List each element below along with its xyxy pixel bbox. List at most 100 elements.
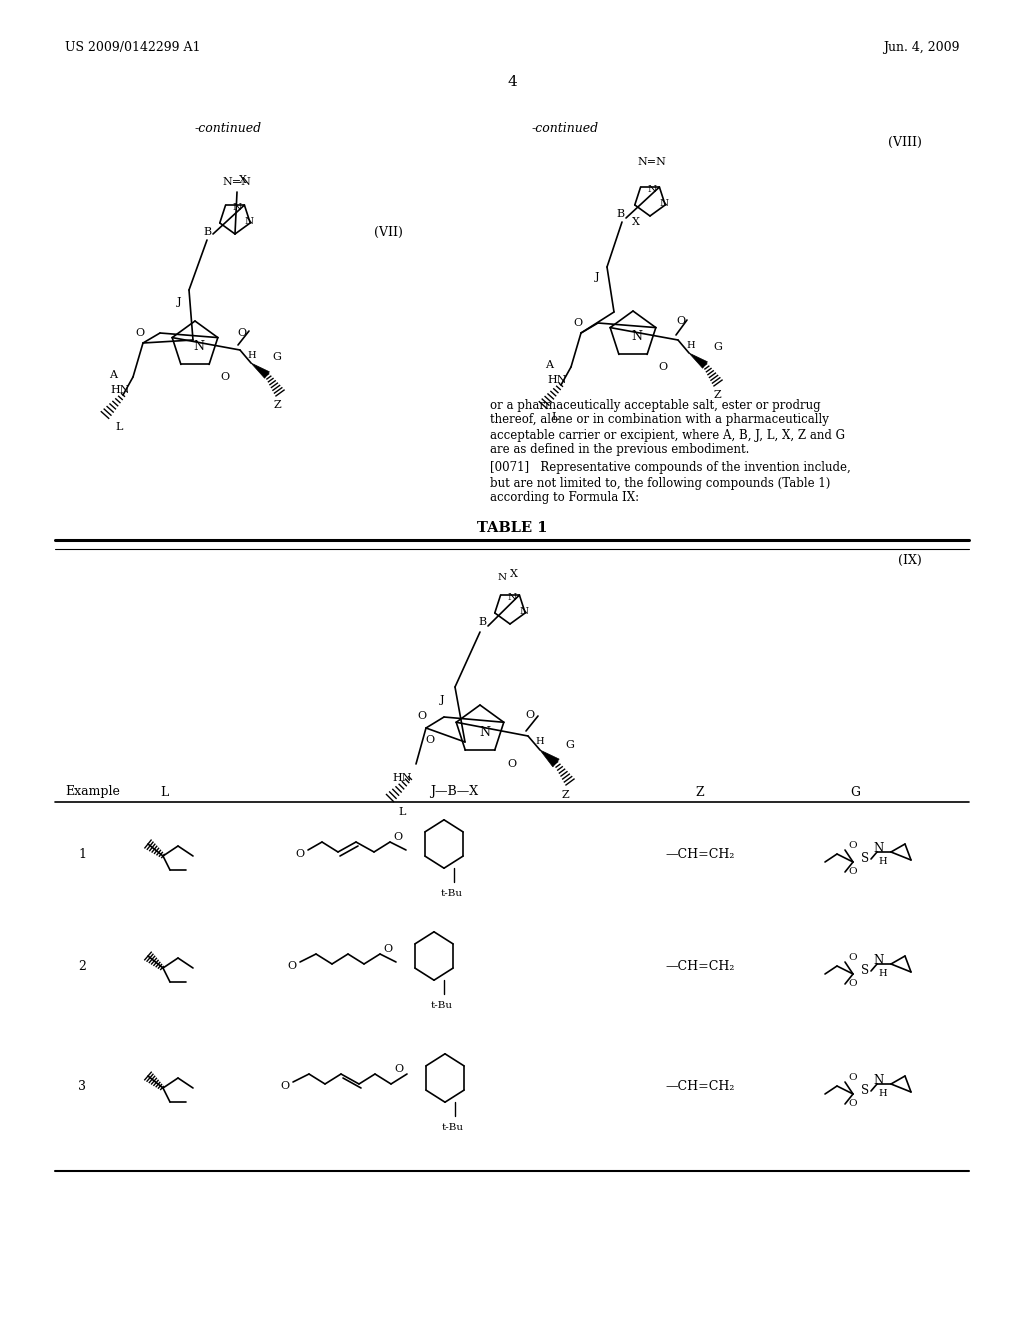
Text: X: X xyxy=(510,569,518,579)
Text: N: N xyxy=(508,594,516,602)
Text: [0071]   Representative compounds of the invention include,: [0071] Representative compounds of the i… xyxy=(490,462,851,474)
Text: N: N xyxy=(873,842,884,855)
Text: L: L xyxy=(160,785,168,799)
Text: S: S xyxy=(861,853,869,866)
Text: N: N xyxy=(632,330,642,343)
Text: G: G xyxy=(714,342,723,352)
Text: Z: Z xyxy=(561,789,568,800)
Text: B: B xyxy=(616,209,624,219)
Text: O: O xyxy=(849,979,857,989)
Text: N: N xyxy=(647,186,656,194)
Text: -continued: -continued xyxy=(531,121,599,135)
Text: X: X xyxy=(632,216,640,227)
Text: N=N: N=N xyxy=(638,157,667,168)
Text: —CH=CH₂: —CH=CH₂ xyxy=(666,847,734,861)
Text: O: O xyxy=(849,1100,857,1109)
Text: —CH=CH₂: —CH=CH₂ xyxy=(666,960,734,973)
Text: (IX): (IX) xyxy=(898,553,922,566)
Text: but are not limited to, the following compounds (Table 1): but are not limited to, the following co… xyxy=(490,477,830,490)
Text: N: N xyxy=(479,726,490,738)
Polygon shape xyxy=(540,750,559,767)
Text: HN: HN xyxy=(392,774,412,783)
Text: N: N xyxy=(519,607,528,616)
Text: H: H xyxy=(879,969,888,978)
Text: J: J xyxy=(177,297,181,308)
Text: H: H xyxy=(879,1089,888,1098)
Text: O: O xyxy=(135,327,144,338)
Text: N: N xyxy=(245,218,254,227)
Text: N: N xyxy=(232,203,242,213)
Text: acceptable carrier or excipient, where A, B, J, L, X, Z and G: acceptable carrier or excipient, where A… xyxy=(490,429,845,441)
Text: L: L xyxy=(398,807,406,817)
Text: N: N xyxy=(873,954,884,968)
Text: HN: HN xyxy=(547,375,566,385)
Text: 4: 4 xyxy=(507,75,517,88)
Text: Z: Z xyxy=(273,400,281,411)
Text: O: O xyxy=(573,318,583,327)
Text: or a pharmaceutically acceptable salt, ester or prodrug: or a pharmaceutically acceptable salt, e… xyxy=(490,399,820,412)
Text: O: O xyxy=(383,944,392,954)
Text: TABLE 1: TABLE 1 xyxy=(477,521,547,535)
Text: H: H xyxy=(687,341,695,350)
Polygon shape xyxy=(251,363,269,379)
Text: 2: 2 xyxy=(78,960,86,973)
Text: 3: 3 xyxy=(78,1080,86,1093)
Text: Z: Z xyxy=(713,389,721,400)
Text: O: O xyxy=(288,961,297,972)
Text: (VIII): (VIII) xyxy=(888,136,922,149)
Text: G: G xyxy=(565,741,574,750)
Text: Jun. 4, 2009: Jun. 4, 2009 xyxy=(884,41,961,54)
Text: J—B—X: J—B—X xyxy=(430,785,478,799)
Text: S: S xyxy=(861,965,869,978)
Text: (VII): (VII) xyxy=(374,226,402,239)
Text: -continued: -continued xyxy=(195,121,261,135)
Text: O: O xyxy=(393,832,402,842)
Text: O: O xyxy=(849,953,857,962)
Text: A: A xyxy=(109,370,117,380)
Text: H: H xyxy=(536,738,545,747)
Text: O: O xyxy=(394,1064,403,1074)
Text: are as defined in the previous embodiment.: are as defined in the previous embodimen… xyxy=(490,444,750,457)
Text: X: X xyxy=(239,176,247,185)
Text: —CH=CH₂: —CH=CH₂ xyxy=(666,1080,734,1093)
Text: O: O xyxy=(677,315,685,326)
Text: O: O xyxy=(238,327,247,338)
Text: Z: Z xyxy=(695,785,705,799)
Text: 1: 1 xyxy=(78,847,86,861)
Polygon shape xyxy=(689,352,708,368)
Text: O: O xyxy=(220,372,229,381)
Text: H: H xyxy=(879,858,888,866)
Text: N=N: N=N xyxy=(222,177,252,187)
Text: N: N xyxy=(498,573,507,582)
Text: S: S xyxy=(861,1085,869,1097)
Text: N: N xyxy=(659,199,669,209)
Text: N: N xyxy=(194,341,205,354)
Text: J: J xyxy=(595,272,599,282)
Text: H: H xyxy=(248,351,256,359)
Text: B: B xyxy=(203,227,211,238)
Text: O: O xyxy=(425,735,434,744)
Text: G: G xyxy=(272,352,282,362)
Text: B: B xyxy=(478,616,486,627)
Text: L: L xyxy=(551,412,559,422)
Text: O: O xyxy=(281,1081,290,1092)
Text: O: O xyxy=(849,1073,857,1082)
Text: thereof, alone or in combination with a pharmaceutically: thereof, alone or in combination with a … xyxy=(490,413,828,426)
Text: O: O xyxy=(508,759,516,770)
Text: t-Bu: t-Bu xyxy=(442,1123,464,1133)
Text: O: O xyxy=(849,842,857,850)
Text: N: N xyxy=(873,1074,884,1088)
Text: O: O xyxy=(849,867,857,876)
Text: according to Formula IX:: according to Formula IX: xyxy=(490,491,639,504)
Text: Example: Example xyxy=(65,785,120,799)
Text: t-Bu: t-Bu xyxy=(431,1002,453,1011)
Text: G: G xyxy=(850,785,860,799)
Text: t-Bu: t-Bu xyxy=(441,890,463,899)
Text: US 2009/0142299 A1: US 2009/0142299 A1 xyxy=(65,41,201,54)
Text: O: O xyxy=(296,849,304,859)
Text: O: O xyxy=(418,711,427,721)
Text: A: A xyxy=(545,360,553,370)
Text: J: J xyxy=(439,696,444,705)
Text: O: O xyxy=(525,710,535,719)
Text: HN: HN xyxy=(111,385,130,395)
